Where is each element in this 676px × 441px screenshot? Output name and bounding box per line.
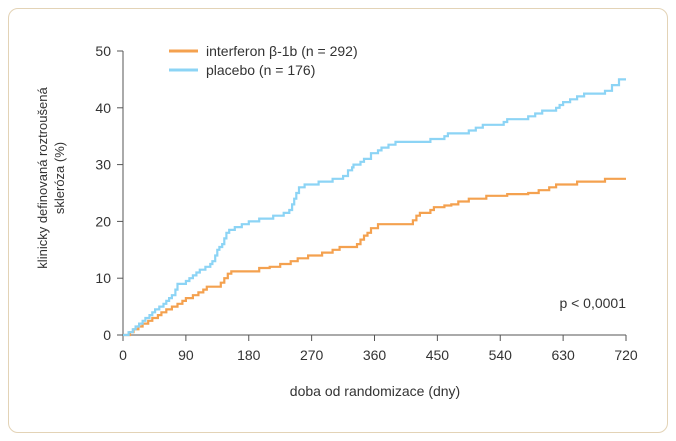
x-tick-label: 540 — [489, 347, 513, 363]
x-axis-title: doba od randomizace (dny) — [290, 383, 460, 399]
chart-panel — [8, 8, 668, 433]
x-tick-label: 360 — [363, 347, 387, 363]
x-tick-label: 450 — [426, 347, 450, 363]
series-line-placebo — [123, 78, 626, 337]
x-ticks: 0 90 180 270 360 450 540 630 720 — [119, 335, 638, 363]
x-tick-label: 180 — [237, 347, 261, 363]
p-value-annotation: p < 0,0001 — [559, 295, 626, 311]
y-tick-label: 40 — [95, 100, 111, 116]
legend-label: placebo (n = 176) — [206, 62, 315, 78]
y-axis-title-line-2: skleróza (%) — [52, 142, 67, 214]
legend: interferon β-1b (n = 292) placebo (n = 17… — [169, 43, 358, 78]
y-tick-label: 0 — [103, 327, 111, 343]
legend-label: interferon β-1b (n = 292) — [206, 43, 358, 59]
x-tick-label: 270 — [300, 347, 324, 363]
y-tick-label: 20 — [95, 213, 111, 229]
y-axis-title: klinicky definovaná roztroušená skleróza… — [35, 87, 67, 269]
y-tick-label: 30 — [95, 157, 111, 173]
y-tick-label: 10 — [95, 270, 111, 286]
series-layer — [123, 78, 626, 337]
x-tick-label: 90 — [178, 347, 194, 363]
x-tick-label: 720 — [614, 347, 638, 363]
y-ticks: 0 10 20 30 40 50 — [95, 43, 123, 343]
x-tick-label: 0 — [119, 347, 127, 363]
series-line-interferon — [123, 177, 626, 337]
x-tick-label: 630 — [551, 347, 575, 363]
y-tick-label: 50 — [95, 43, 111, 59]
y-axis-title-line-1: klinicky definovaná roztroušená — [35, 87, 50, 269]
